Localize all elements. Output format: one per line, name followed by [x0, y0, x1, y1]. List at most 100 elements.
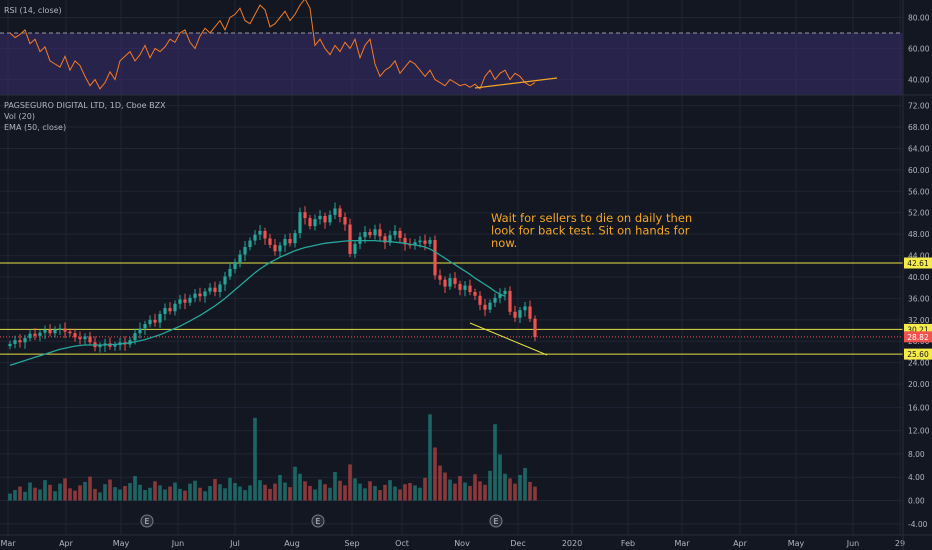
candle-body	[198, 293, 202, 297]
price-y-tick: 56.00	[908, 187, 930, 196]
candle-body	[298, 212, 302, 234]
candle-body	[263, 230, 267, 239]
x-tick-label: Sep	[344, 539, 359, 548]
candle-body	[403, 237, 407, 245]
volume-bar	[493, 424, 497, 501]
candle-body	[533, 318, 537, 337]
volume-bar	[158, 485, 162, 501]
symbol-legend: PAGSEGURO DIGITAL LTD, 1D, Cboe BZX	[4, 101, 166, 110]
price-pane[interactable]	[0, 202, 903, 366]
x-tick-label: Mar	[0, 539, 16, 548]
volume-bar	[43, 480, 47, 501]
price-y-tick: 20.00	[908, 380, 930, 389]
volume-bar	[373, 485, 377, 501]
x-tick-label: May	[788, 539, 805, 548]
volume-bar	[338, 480, 342, 501]
rsi-band	[0, 33, 903, 95]
volume-bar	[178, 488, 182, 501]
volume-bar	[408, 483, 412, 501]
x-tick-label: Apr	[733, 539, 748, 548]
level-price-label: 30.21	[907, 325, 929, 334]
volume-bar	[513, 483, 517, 501]
candle-body	[203, 291, 207, 297]
ema-legend: EMA (50, close)	[4, 123, 66, 132]
volume-bar	[388, 480, 392, 501]
volume-bar	[523, 467, 527, 501]
price-y-tick: 44.00	[908, 252, 930, 261]
candle-body	[418, 240, 422, 243]
candle-body	[58, 328, 62, 330]
volume-bar	[233, 483, 237, 501]
rsi-y-tick: 80.00	[908, 14, 930, 23]
volume-bar	[28, 482, 32, 501]
candle-body	[63, 328, 67, 332]
volume-bar	[83, 481, 87, 501]
rsi-legend: RSI (14, close)	[4, 6, 62, 15]
volume-bar	[48, 484, 52, 501]
volume-bar	[63, 478, 67, 501]
volume-bar	[268, 488, 272, 501]
volume-bar	[163, 489, 167, 501]
volume-bar	[13, 490, 17, 501]
candle-body	[143, 324, 147, 329]
rsi-pane[interactable]	[0, 0, 903, 96]
vol-y-tick: 4.00	[908, 473, 925, 482]
x-tick-label: Feb	[621, 539, 635, 548]
candle-body	[23, 338, 27, 343]
vol-y-tick: 0.00	[908, 497, 925, 506]
candle-body	[228, 268, 232, 277]
x-tick-label: Apr	[59, 539, 74, 548]
earnings-marker-label: E	[145, 517, 150, 526]
volume-bar	[448, 479, 452, 501]
volume-bar	[218, 484, 222, 501]
candle-body	[448, 278, 452, 287]
earnings-marker-label: E	[494, 517, 499, 526]
x-tick-label: May	[113, 539, 130, 548]
x-tick-label: 29	[895, 539, 905, 548]
candle-body	[193, 293, 197, 298]
candle-body	[153, 319, 157, 323]
volume-bar	[368, 481, 372, 501]
candle-body	[68, 331, 72, 334]
candle-body	[503, 290, 507, 295]
volume-bar	[488, 470, 492, 501]
volume-bar	[533, 486, 537, 501]
volume-bar	[478, 481, 482, 501]
x-tick-label: Oct	[395, 539, 409, 548]
volume-bar	[118, 489, 122, 501]
volume-bar	[343, 485, 347, 501]
volume-bar	[53, 491, 57, 501]
volume-bar	[328, 487, 332, 501]
candle-body	[398, 230, 402, 238]
volume-bar	[308, 485, 312, 501]
volume-bar	[103, 484, 107, 501]
earnings-marker-label: E	[316, 517, 321, 526]
volume-bar	[93, 488, 97, 501]
candle-body	[333, 208, 337, 215]
volume-bar	[443, 472, 447, 501]
annotation: Wait for sellers to die on daily thenloo…	[491, 211, 692, 250]
rsi-y-tick: 40.00	[908, 76, 930, 85]
volume-bar	[313, 489, 317, 501]
volume-bar	[413, 485, 417, 501]
volume-bar	[133, 476, 137, 501]
price-y-tick: 48.00	[908, 230, 930, 239]
volume-bar	[258, 480, 262, 501]
candle-body	[428, 240, 432, 244]
annotation-line: Wait for sellers to die on daily then	[491, 211, 692, 225]
volume-bar	[463, 482, 467, 501]
volume-bar	[128, 483, 132, 501]
candle-body	[463, 285, 467, 290]
volume-bar	[423, 477, 427, 501]
x-tick-label: Aug	[284, 539, 300, 548]
candle-body	[208, 287, 212, 292]
candle-body	[113, 344, 117, 347]
candle-body	[223, 276, 227, 285]
candle-body	[138, 328, 142, 334]
candle-body	[88, 336, 92, 343]
candle-body	[378, 229, 382, 237]
volume-bar	[293, 466, 297, 501]
